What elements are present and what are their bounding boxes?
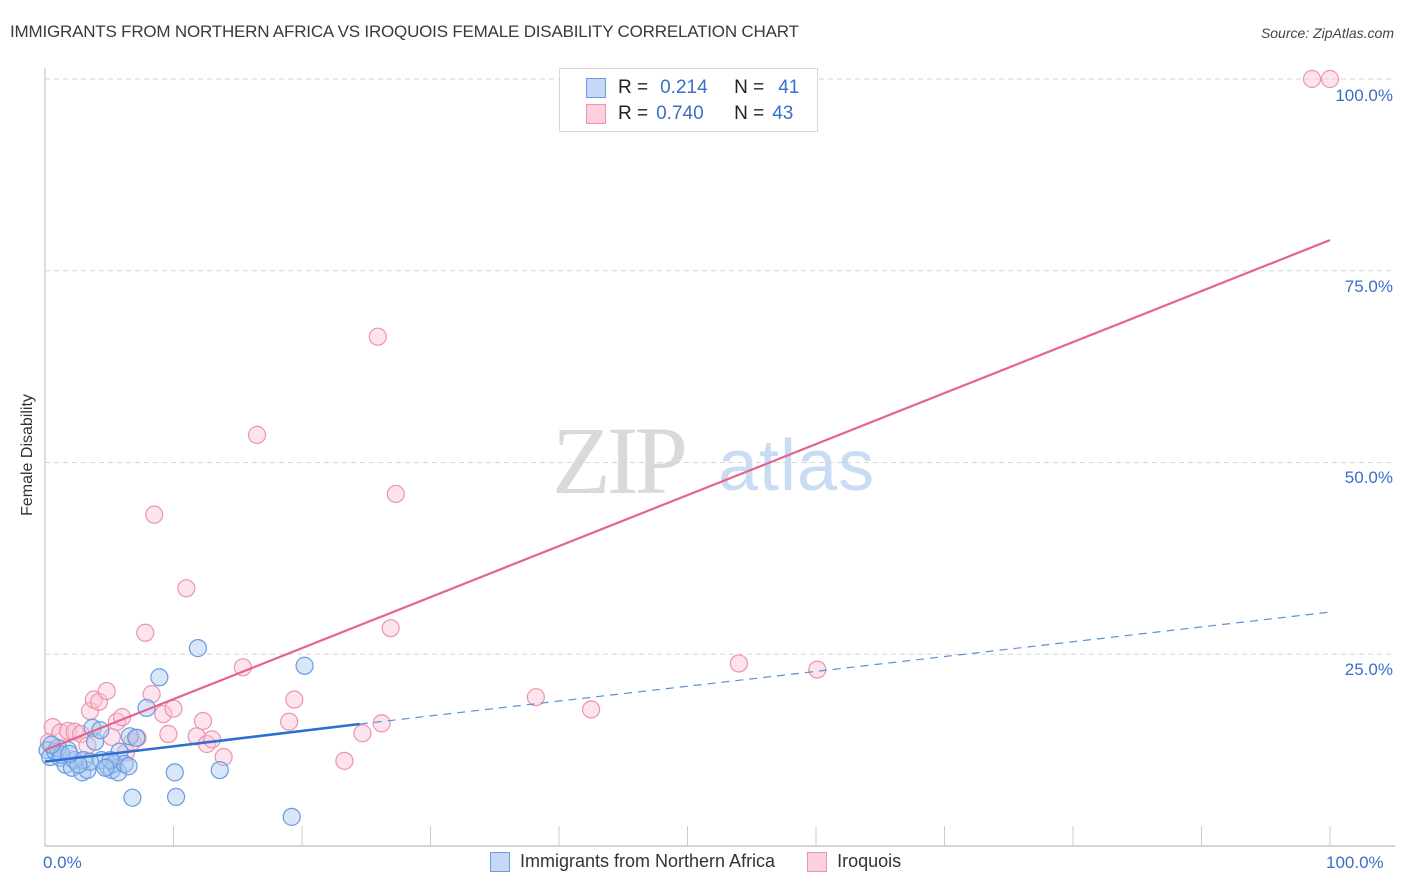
blue-swatch-icon [586, 78, 606, 98]
r-label: R = [618, 77, 649, 98]
pink-swatch-icon [586, 104, 606, 124]
point-iroquois[interactable] [729, 654, 749, 673]
point-iroquois[interactable] [582, 700, 601, 719]
r-value: 0.740 [656, 103, 704, 124]
y-tick-50: 50.0% [1344, 468, 1393, 487]
point-iroquois[interactable] [177, 579, 196, 598]
legend-item-immigrants[interactable]: Immigrants from Northern Africa [490, 851, 775, 872]
y-tick-25: 25.0% [1344, 660, 1393, 679]
y-tick-75: 75.0% [1344, 277, 1393, 296]
point-iroquois[interactable] [154, 704, 173, 724]
source-label: Source: ZipAtlas.com [1260, 25, 1394, 41]
point-immigrants[interactable] [210, 760, 229, 780]
chart-title: IMMIGRANTS FROM NORTHERN AFRICA VS IROQU… [10, 22, 799, 41]
point-iroquois[interactable] [145, 505, 164, 524]
point-iroquois[interactable] [280, 712, 299, 731]
point-iroquois[interactable] [193, 711, 213, 731]
point-immigrants[interactable] [150, 668, 169, 687]
pink-swatch-icon [807, 851, 828, 872]
point-immigrants[interactable] [119, 757, 138, 776]
watermark-atlas: atlas [718, 426, 876, 506]
n-value: 43 [772, 103, 794, 124]
n-label: N = [734, 77, 765, 98]
legend-label: Immigrants from Northern Africa [520, 851, 776, 871]
point-iroquois[interactable] [335, 751, 354, 770]
point-immigrants[interactable] [96, 758, 115, 777]
point-iroquois[interactable] [386, 484, 405, 504]
axes [44, 68, 1395, 847]
point-iroquois[interactable] [381, 619, 400, 638]
watermark-zip: ZIP [552, 407, 688, 514]
point-immigrants[interactable] [127, 728, 146, 747]
r-label: R = [618, 103, 649, 124]
x-tick-100: 100.0% [1326, 853, 1384, 872]
x-tick-0: 0.0% [43, 853, 82, 872]
point-immigrants[interactable] [188, 639, 208, 658]
point-iroquois[interactable] [136, 623, 155, 642]
blue-swatch-icon [490, 851, 510, 872]
legend-row-immigrants: R = 0.214 N = 41 [586, 76, 799, 100]
series-legend: Immigrants from Northern Africa Iroquois [490, 851, 933, 872]
r-value: 0.214 [660, 77, 708, 98]
legend-row-iroquois: R = 0.740 N = 43 [586, 102, 793, 126]
point-iroquois[interactable] [1320, 69, 1340, 89]
trendlines [44, 239, 1331, 763]
y-axis-label: Female Disability [19, 394, 36, 516]
gridlines [45, 78, 1395, 655]
trendline-immigrants [44, 722, 360, 763]
point-iroquois[interactable] [51, 723, 70, 742]
point-iroquois[interactable] [164, 699, 183, 718]
point-immigrants[interactable] [166, 787, 186, 807]
n-label: N = [734, 103, 765, 124]
point-immigrants[interactable] [123, 788, 142, 807]
y-tick-100: 100.0% [1335, 86, 1393, 105]
point-iroquois[interactable] [1302, 69, 1322, 89]
point-iroquois[interactable] [285, 690, 304, 709]
legend-item-iroquois[interactable]: Iroquois [807, 851, 901, 872]
point-iroquois[interactable] [353, 724, 372, 743]
trendline-iroquois [44, 239, 1331, 752]
point-iroquois[interactable] [368, 327, 387, 346]
point-iroquois[interactable] [187, 727, 206, 746]
point-immigrants[interactable] [165, 763, 184, 782]
point-iroquois[interactable] [808, 660, 827, 679]
point-iroquois[interactable] [97, 681, 116, 701]
n-value: 41 [778, 77, 800, 98]
correlation-legend: R = 0.214 N = 41 R = 0.740 N = 43 [559, 68, 818, 132]
point-iroquois[interactable] [526, 688, 545, 707]
point-immigrants[interactable] [120, 727, 139, 746]
data-points [38, 69, 1340, 826]
point-iroquois[interactable] [247, 425, 267, 444]
point-immigrants[interactable] [295, 656, 314, 675]
legend-label: Iroquois [837, 851, 902, 871]
point-iroquois[interactable] [142, 685, 161, 704]
trendline-immigrants-extension [359, 611, 1331, 725]
point-iroquois[interactable] [202, 730, 222, 749]
point-immigrants[interactable] [282, 807, 301, 826]
point-iroquois[interactable] [159, 724, 178, 744]
point-iroquois[interactable] [372, 714, 391, 733]
point-immigrants[interactable] [86, 732, 105, 751]
